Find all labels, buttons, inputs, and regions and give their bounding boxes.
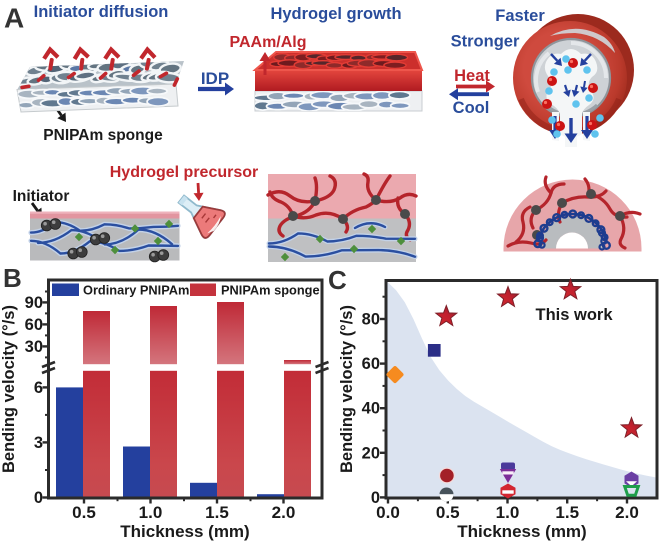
svg-text:0.0: 0.0 [376, 503, 400, 522]
svg-text:Hydrogel precursor: Hydrogel precursor [110, 164, 258, 181]
svg-text:PNIPAm sponge: PNIPAm sponge [221, 283, 320, 298]
svg-text:0: 0 [371, 489, 380, 507]
svg-text:60: 60 [362, 355, 380, 373]
svg-text:0: 0 [34, 489, 43, 507]
svg-text:Hydrogel growth: Hydrogel growth [270, 5, 401, 23]
svg-text:Faster: Faster [495, 7, 545, 25]
svg-text:This work: This work [535, 306, 613, 324]
svg-text:1.0: 1.0 [496, 503, 520, 522]
svg-text:6: 6 [34, 379, 43, 397]
svg-text:Bending velocity (°/s): Bending velocity (°/s) [0, 305, 18, 473]
svg-text:60: 60 [25, 316, 43, 334]
svg-text:1.0: 1.0 [139, 503, 163, 522]
svg-text:80: 80 [362, 311, 380, 329]
svg-text:0.5: 0.5 [436, 503, 460, 522]
svg-text:1.5: 1.5 [205, 503, 229, 522]
svg-text:Stronger: Stronger [451, 33, 520, 51]
svg-text:2.0: 2.0 [615, 503, 639, 522]
svg-text:B: B [3, 263, 22, 293]
svg-text:IDP: IDP [201, 69, 229, 88]
svg-text:Heat: Heat [454, 67, 490, 85]
svg-text:20: 20 [362, 444, 380, 462]
svg-text:A: A [4, 3, 24, 34]
svg-text:90: 90 [25, 294, 43, 312]
svg-text:0.5: 0.5 [72, 503, 96, 522]
svg-text:30: 30 [25, 338, 43, 356]
svg-text:1.5: 1.5 [555, 503, 579, 522]
svg-text:Cool: Cool [453, 99, 490, 117]
svg-text:40: 40 [362, 400, 380, 418]
svg-text:C: C [328, 265, 347, 295]
svg-text:PAAm/Alg: PAAm/Alg [229, 34, 306, 51]
svg-text:Initiator diffusion: Initiator diffusion [34, 3, 169, 21]
svg-text:Thickness (mm): Thickness (mm) [120, 522, 249, 541]
svg-text:3: 3 [34, 434, 43, 452]
svg-text:Ordinary PNIPAm: Ordinary PNIPAm [83, 283, 189, 298]
svg-text:Bending velocity (°/s): Bending velocity (°/s) [338, 305, 356, 473]
svg-text:Initiator: Initiator [13, 188, 70, 205]
svg-text:Thickness (mm): Thickness (mm) [457, 522, 586, 541]
svg-text:2.0: 2.0 [272, 503, 296, 522]
svg-text:PNIPAm sponge: PNIPAm sponge [43, 127, 163, 144]
